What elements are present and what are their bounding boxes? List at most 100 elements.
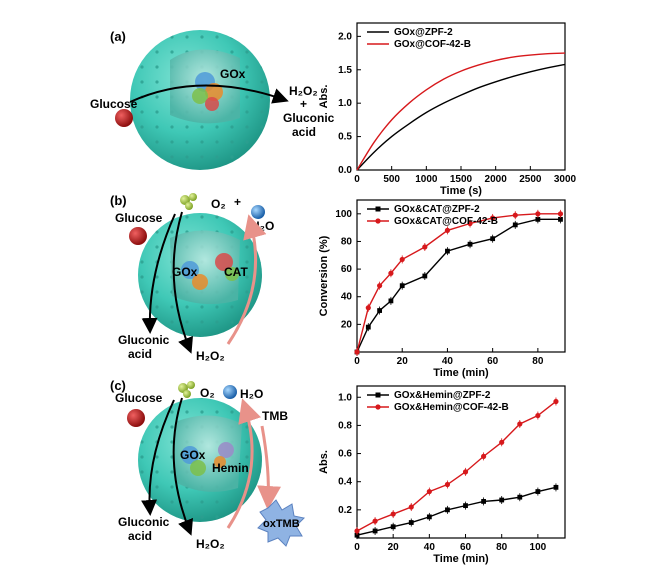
x-tick-label: 0 [354, 356, 360, 367]
product-gluconic: Gluconic [283, 111, 335, 125]
legend-label: GOx@ZPF-2 [394, 27, 453, 38]
legend-label: GOx&Hemin@COF-42-B [394, 402, 509, 413]
legend-marker [375, 218, 381, 224]
water-molecule [223, 385, 237, 399]
reaction-arrow-gox [172, 211, 193, 354]
y-tick-label: 2.0 [338, 31, 352, 42]
enzyme-gox-cluster [181, 261, 208, 290]
series-line [356, 486, 557, 536]
y-tick-label: 0.6 [338, 449, 352, 460]
x-tick-label: 80 [532, 356, 544, 367]
plot-frame [356, 199, 566, 353]
product-h2o: H₂O [251, 219, 274, 233]
y-tick-label: 1.5 [338, 65, 352, 76]
glucose-molecule [129, 227, 147, 245]
legend-label: GOx&Hemin@ZPF-2 [394, 390, 491, 401]
x-tick-label: 40 [424, 542, 436, 553]
enzyme-label-hemin: Hemin [212, 461, 249, 475]
enzyme-label-gox: GOx [180, 448, 206, 462]
enzyme-cat-cluster [215, 253, 239, 281]
product-plus: + [300, 97, 307, 111]
series-line [356, 213, 561, 353]
reaction-arrow-cat [226, 214, 267, 345]
series-line [356, 63, 566, 171]
x-tick-label: 60 [487, 356, 499, 367]
enzyme-label-gox: GOx [220, 67, 246, 81]
substrate-label: Glucose [90, 97, 138, 111]
sphere-cavity [170, 230, 240, 305]
y-axis-label: Conversion (%) [318, 235, 330, 316]
x-tick-label: 20 [388, 542, 400, 553]
x-axis-label: Time (min) [433, 553, 489, 565]
legend-marker [375, 206, 381, 212]
x-tick-label: 40 [442, 356, 454, 367]
y-tick-label: 0.8 [338, 420, 352, 431]
output-h2o2: H₂O₂ [196, 537, 225, 551]
product-h2o: H₂O [240, 387, 263, 401]
x-tick-label: 100 [530, 542, 547, 553]
y-tick-label: 0.2 [338, 505, 352, 516]
reaction-arrow-gluconic [141, 213, 176, 334]
output-gluconic: Gluconic [118, 515, 170, 529]
reaction-arrow-gluconic [141, 399, 175, 516]
x-tick-label: 2000 [485, 174, 508, 185]
y-tick-label: 80 [341, 236, 353, 247]
schematic-a: (a) GOx Glucose H₂O₂ + Gluconic acid [90, 29, 335, 170]
x-tick-label: 1000 [415, 174, 438, 185]
product-o2: O₂ [211, 197, 226, 211]
panel-label-b: (b) [110, 193, 127, 208]
output-acid: acid [128, 347, 152, 361]
input-glucose: Glucose [115, 391, 163, 405]
o2-molecule [180, 193, 197, 210]
y-tick-label: 0.4 [338, 477, 352, 488]
o2-molecule [178, 381, 195, 398]
x-tick-label: 500 [383, 174, 400, 185]
enzyme-gox-cluster [181, 446, 206, 476]
x-tick-label: 0 [354, 174, 360, 185]
x-tick-label: 60 [460, 542, 472, 553]
schematic-c: (c) GOx Hemin Glucose O₂ H₂O TMB oxTMB [110, 378, 306, 551]
x-tick-label: 2500 [519, 174, 542, 185]
series-line [356, 52, 566, 171]
y-axis-label: Abs. [318, 450, 330, 474]
oxtmb-burst [257, 499, 306, 547]
product-acid: acid [292, 125, 316, 139]
schematic-b: (b) GOx CAT Glucose O₂ + H₂O Gluconic ac… [110, 193, 274, 363]
legend-label: GOx&CAT@ZPF-2 [394, 204, 480, 215]
y-tick-label: 100 [335, 209, 352, 220]
enzyme-label-gox: GOx [172, 265, 198, 279]
chart-conversion-vs-time: 0 20 40 60 80 20 40 60 80 100 Time (min) Conversion… [318, 199, 566, 379]
enzyme-hemin-cluster [214, 442, 234, 468]
product-plus: + [234, 195, 241, 209]
y-tick-label: 40 [341, 292, 353, 303]
reaction-arrow-hemin [226, 398, 262, 529]
product-o2: O₂ [200, 386, 215, 400]
x-tick-label: 20 [397, 356, 409, 367]
reaction-arrow-tmb [257, 425, 282, 510]
enzyme-label-cat: CAT [224, 265, 248, 279]
output-h2o2: H₂O₂ [196, 349, 225, 363]
y-tick-label: 0.5 [338, 132, 352, 143]
y-tick-label: 20 [341, 319, 353, 330]
reaction-arrow [129, 84, 289, 104]
glucose-molecule [127, 409, 145, 427]
x-tick-label: 0 [354, 542, 360, 553]
product-h2o2: H₂O₂ [289, 84, 318, 98]
x-axis-label: Time (min) [433, 367, 489, 379]
legend-label: GOx&CAT@COF-42-B [394, 216, 498, 227]
x-tick-label: 3000 [554, 174, 577, 185]
y-tick-label: 0.0 [338, 165, 352, 176]
x-tick-label: 1500 [450, 174, 473, 185]
legend-marker [375, 392, 381, 398]
reaction-arrow-gox [172, 397, 193, 536]
legend-label: GOx@COF-42-B [394, 39, 471, 50]
output-gluconic: Gluconic [118, 333, 170, 347]
y-tick-label: 1.0 [338, 392, 352, 403]
x-tick-label: 80 [496, 542, 508, 553]
water-molecule [251, 205, 265, 219]
chart-abs-vs-time-s: 0 500 1000 1500 2000 2500 3000 0.0 0.5 1.0 1.5 2.0 T… [318, 22, 577, 197]
chart-abs-vs-time-min: 0 20 40 60 80 100 0.2 0.4 0.6 0.8 1.0 Time (min) Abs… [318, 385, 566, 565]
y-axis-label: Abs. [318, 85, 330, 109]
product-oxtmb: oxTMB [263, 518, 300, 530]
